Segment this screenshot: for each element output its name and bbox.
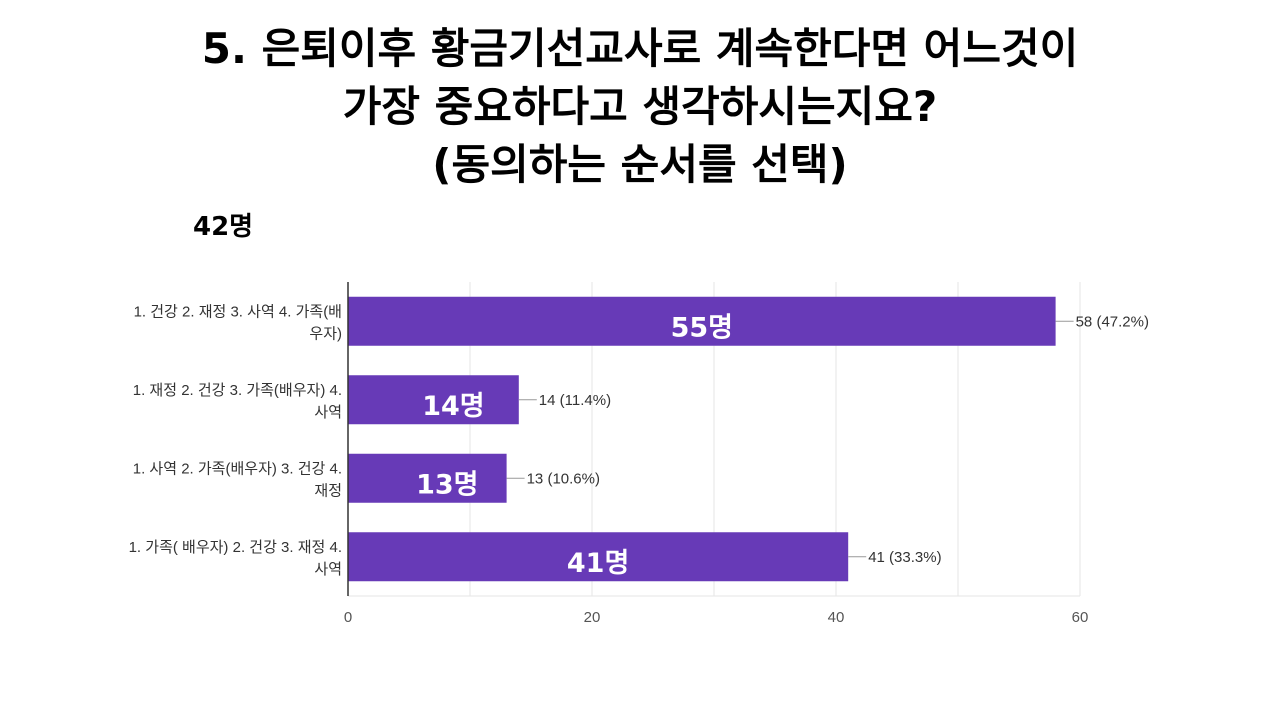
bar [348, 296, 1056, 346]
x-tick-label: 40 [828, 609, 845, 626]
title-line-3: (동의하는 순서를 선택) [432, 140, 848, 189]
category-label: 1. 재정 2. 건강 3. 가족(배우자) 4. [133, 382, 342, 399]
category-label: 사역 [314, 404, 342, 421]
category-label: 1. 건강 2. 재정 3. 사역 4. 가족(배 [134, 303, 342, 320]
category-label: 1. 사역 2. 가족(배우자) 3. 건강 4. [133, 460, 342, 477]
title-line-1: 5. 은퇴이후 황금기선교사로 계속한다면 어느것이 [201, 24, 1079, 73]
bar-overlay-label: 14명 [422, 391, 484, 422]
bar-value-label: 58 (47.2%) [1076, 313, 1149, 330]
category-label: 재정 [314, 482, 342, 499]
bar [348, 532, 849, 582]
bar-overlay-label: 13명 [416, 469, 478, 500]
respondent-count: 42명 [193, 212, 254, 242]
bar-value-label: 41 (33.3%) [868, 549, 941, 566]
bar [348, 453, 507, 503]
category-label: 우자) [309, 325, 342, 342]
slide-title: 5. 은퇴이후 황금기선교사로 계속한다면 어느것이 가장 중요하다고 생각하시… [0, 20, 1280, 194]
bar-overlay-label: 41명 [567, 548, 629, 579]
bar-overlay-label: 55명 [671, 312, 733, 343]
x-tick-label: 20 [584, 609, 601, 626]
bar-value-label: 14 (11.4%) [539, 392, 611, 409]
category-label: 1. 가족( 배우자) 2. 건강 3. 재정 4. [129, 539, 342, 556]
bar [348, 375, 519, 425]
bar-value-label: 13 (10.6%) [527, 470, 600, 487]
x-tick-label: 60 [1072, 609, 1089, 626]
x-tick-label: 0 [344, 609, 352, 626]
title-line-2: 가장 중요하다고 생각하시는지요? [342, 82, 938, 131]
category-label: 사역 [314, 561, 342, 578]
